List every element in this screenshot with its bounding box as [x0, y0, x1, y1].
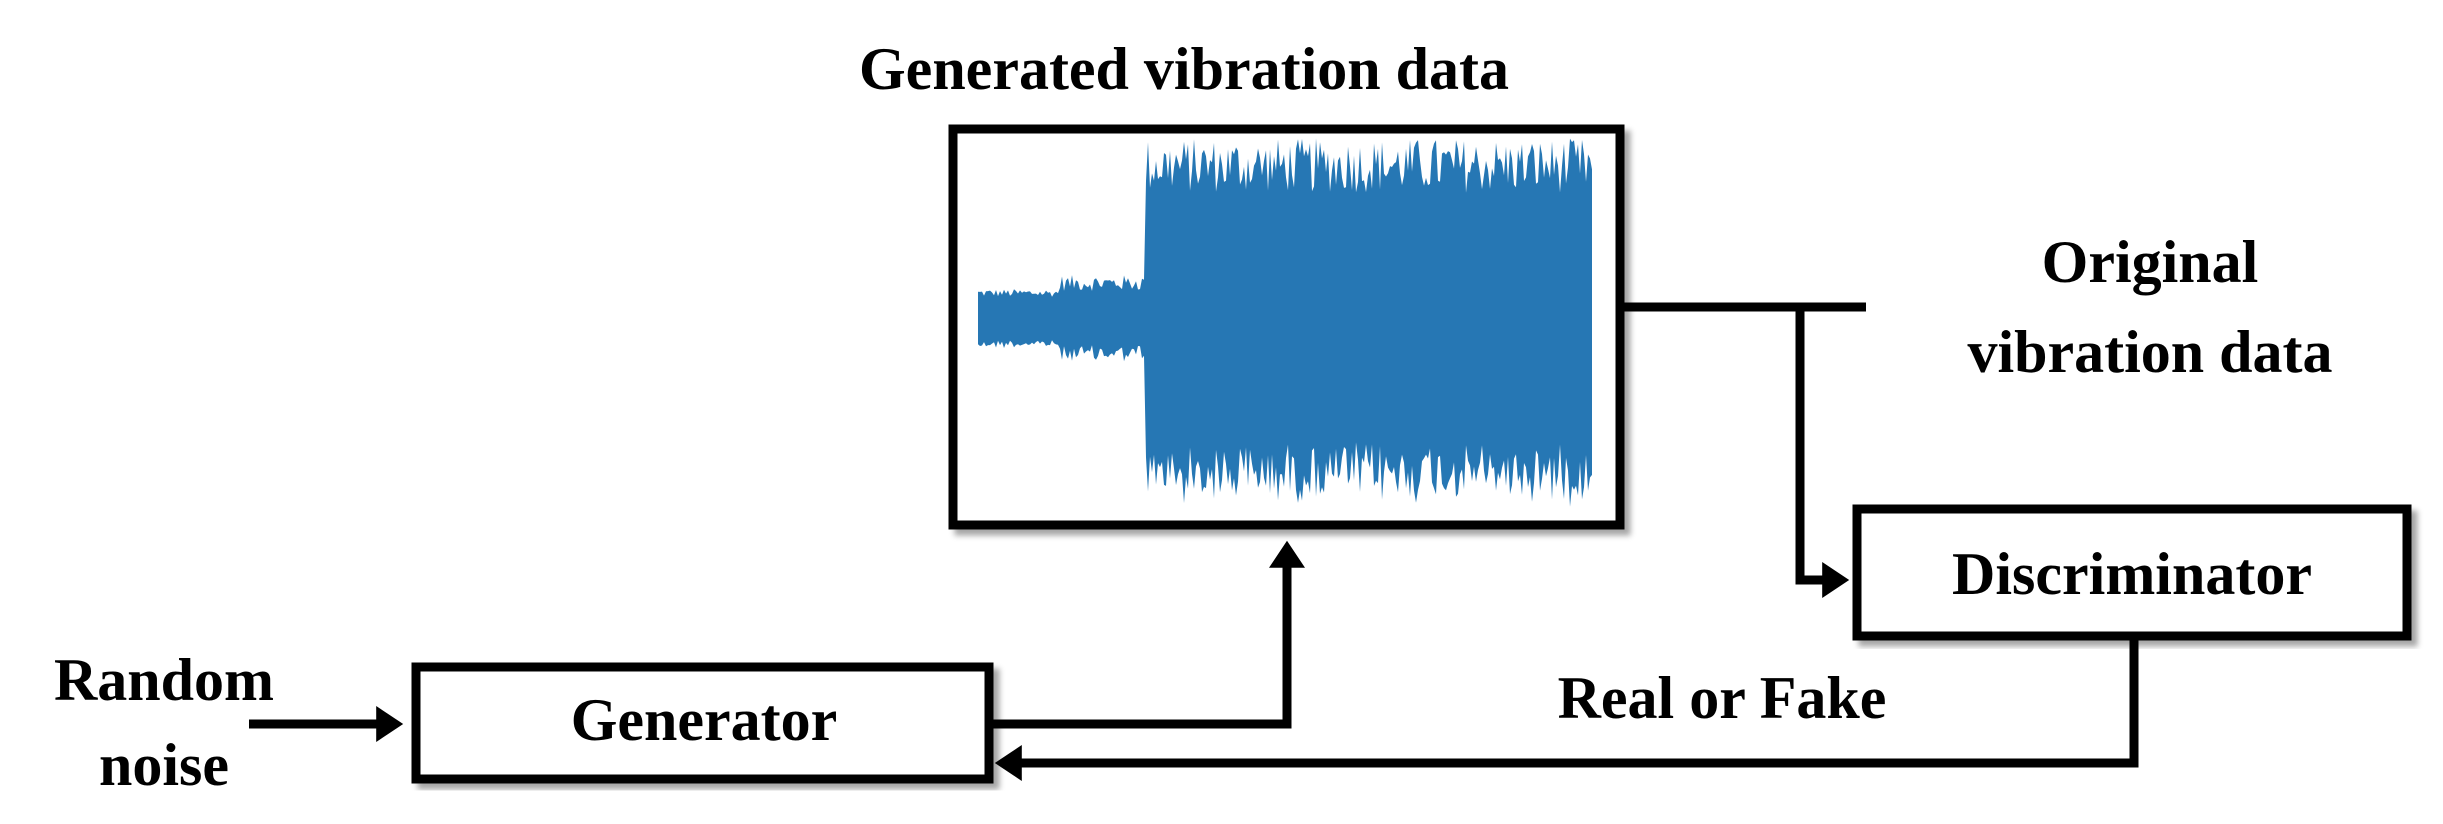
noise-label: Random: [54, 647, 274, 713]
noise-label: noise: [99, 732, 229, 798]
arrow-to-discriminator: [1795, 307, 1850, 598]
feedback-label: Real or Fake: [1558, 665, 1887, 731]
generator-label: Generator: [571, 687, 838, 753]
discriminator-box: [1852, 504, 2412, 641]
waveform: [978, 138, 1592, 507]
original-label: vibration data: [1967, 319, 2332, 385]
original-label: Original: [2042, 229, 2259, 295]
generator-box: [411, 662, 994, 784]
generator-output-arrow: [989, 540, 1305, 729]
discriminator-label: Discriminator: [1952, 541, 2312, 607]
waveform-shape: [978, 138, 1592, 507]
title: Generated vibration data: [859, 36, 1509, 102]
feedback-arrow: [994, 636, 2139, 781]
